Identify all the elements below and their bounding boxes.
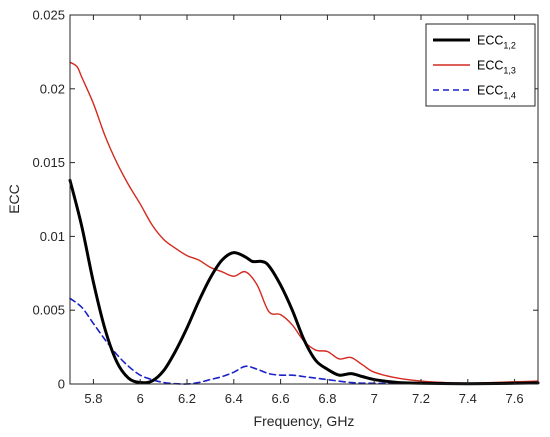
y-tick-label: 0.005 (32, 303, 65, 318)
x-tick-label: 6 (137, 391, 144, 406)
x-tick-label: 6.6 (272, 391, 290, 406)
series-line-ecc-1-3 (69, 61, 539, 384)
y-tick-label: 0.015 (32, 155, 65, 170)
x-axis: 5.8 6 6.2 6.4 6.6 6.8 7 7.2 7.4 7.6 (84, 15, 524, 406)
legend-label-ecc-1-2: ECC1,2 (477, 34, 516, 51)
legend-label-ecc-1-4: ECC1,4 (477, 84, 516, 101)
series-line-ecc-1-2 (68, 178, 540, 386)
y-tick-label: 0 (58, 377, 65, 392)
series-layer (68, 61, 540, 386)
x-tick-label: 7.4 (459, 391, 477, 406)
legend-label-subscript: 1,4 (503, 91, 516, 101)
x-tick-label: 6.4 (225, 391, 243, 406)
legend-label-ecc-1-3: ECC1,3 (477, 59, 516, 76)
x-tick-label: 5.8 (84, 391, 102, 406)
y-axis-label: ECC (6, 184, 22, 214)
plot-frame (69, 14, 539, 385)
x-tick-label: 7 (371, 391, 378, 406)
x-tick-label: 7.6 (506, 391, 524, 406)
y-tick-label: 0.01 (40, 229, 65, 244)
y-tick-label: 0.025 (32, 8, 65, 23)
legend-label-subscript: 1,2 (503, 41, 516, 51)
x-tick-label: 6.2 (178, 391, 196, 406)
series-line-ecc-1-4 (69, 297, 539, 385)
legend-label-main: ECC (477, 59, 503, 73)
y-tick-label: 0.02 (40, 81, 65, 96)
legend-label-main: ECC (477, 84, 503, 98)
legend-label-main: ECC (477, 34, 503, 48)
y-axis: 0 0.005 0.01 0.015 0.02 0.025 (32, 8, 538, 392)
x-tick-label: 6.8 (318, 391, 336, 406)
x-axis-label: Frequency, GHz (254, 413, 355, 429)
x-tick-label: 7.2 (412, 391, 430, 406)
legend-label-subscript: 1,3 (503, 66, 516, 76)
